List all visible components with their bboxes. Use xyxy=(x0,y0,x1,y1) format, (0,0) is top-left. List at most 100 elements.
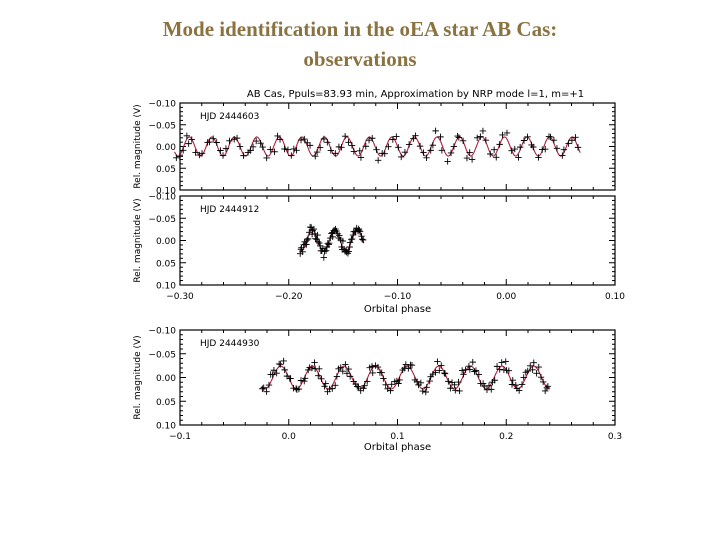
observation-point xyxy=(389,136,397,143)
x-tick-label: 0.10 xyxy=(605,292,625,302)
observation-point xyxy=(452,387,459,394)
observation-point xyxy=(378,369,385,376)
observation-point xyxy=(445,378,452,385)
observation-point xyxy=(325,239,333,247)
observation-point xyxy=(437,133,444,141)
observation-point xyxy=(396,376,403,384)
x-tick-label: −0.1 xyxy=(169,432,191,442)
observation-point xyxy=(398,153,405,161)
slide-title: Mode identification in the oEA star AB C… xyxy=(0,14,720,74)
x-tick-label: 0.0 xyxy=(282,432,297,442)
observation-point xyxy=(312,235,319,242)
hjd-annotation: HJD 2444912 xyxy=(200,205,259,215)
observation-point xyxy=(336,232,343,239)
observation-point xyxy=(198,150,206,157)
observation-point xyxy=(405,141,413,148)
observation-point xyxy=(318,375,325,383)
observation-point xyxy=(537,374,545,381)
observation-point xyxy=(518,381,526,388)
observation-point xyxy=(369,135,376,142)
observation-point xyxy=(458,367,466,374)
y-tick-label: 0.10 xyxy=(156,422,176,432)
observation-point xyxy=(281,366,288,374)
observation-point xyxy=(423,384,430,391)
observation-point xyxy=(422,388,429,396)
observation-point xyxy=(429,142,437,149)
observation-point xyxy=(496,141,503,148)
observation-point xyxy=(432,127,439,135)
y-tick-label: −0.05 xyxy=(148,215,176,225)
observation-point xyxy=(290,145,298,153)
observation-point xyxy=(308,364,316,372)
observation-point xyxy=(259,385,266,392)
observation-point xyxy=(306,142,314,149)
observation-point xyxy=(381,150,388,157)
observation-point xyxy=(487,150,494,158)
observation-point xyxy=(356,147,363,154)
observation-point xyxy=(321,248,328,255)
y-tick-label: 0.05 xyxy=(156,165,176,175)
observation-point xyxy=(493,363,501,370)
observation-point xyxy=(468,156,476,163)
observation-point xyxy=(280,357,287,365)
observation-point xyxy=(253,137,260,145)
observation-point xyxy=(412,132,419,139)
observation-point xyxy=(550,136,558,144)
observation-point xyxy=(405,365,412,372)
observation-point xyxy=(263,154,270,162)
observation-point xyxy=(312,153,319,160)
y-tick-label: 0.00 xyxy=(156,237,176,247)
observation-point xyxy=(297,377,305,384)
chart-title: AB Cas, Ppuls=83.93 min, Approximation b… xyxy=(247,89,584,100)
observation-point xyxy=(374,157,382,164)
observation-point xyxy=(361,382,368,389)
observation-point xyxy=(322,380,329,387)
y-tick-label: −0.05 xyxy=(148,121,176,131)
observation-point xyxy=(270,367,278,374)
observation-point xyxy=(511,145,518,153)
observation-point xyxy=(355,383,362,390)
observation-point xyxy=(559,152,566,159)
x-tick-label: 0.3 xyxy=(608,432,622,442)
observation-point xyxy=(544,383,552,390)
observation-point xyxy=(346,239,354,246)
observation-point xyxy=(329,385,336,392)
observation-point xyxy=(333,227,340,235)
observation-point xyxy=(226,137,233,144)
observation-point xyxy=(356,226,363,234)
observation-point xyxy=(356,228,364,235)
observation-point xyxy=(441,369,448,377)
observation-point xyxy=(568,137,576,144)
observation-point xyxy=(265,381,273,389)
observation-point xyxy=(509,376,516,384)
observation-point xyxy=(515,387,523,394)
observation-point xyxy=(382,381,389,389)
observation-point xyxy=(565,140,572,147)
y-axis-label: Rel. magnitude (V) xyxy=(133,104,143,188)
observation-point xyxy=(496,366,503,373)
y-tick-label: 0.05 xyxy=(156,398,176,408)
observation-point xyxy=(524,367,531,375)
observation-point xyxy=(432,369,439,376)
observation-point xyxy=(313,148,321,156)
observation-point xyxy=(293,147,300,154)
observation-point xyxy=(249,143,257,151)
observation-point xyxy=(499,131,506,139)
observation-point xyxy=(188,136,195,143)
observation-point xyxy=(339,367,346,375)
observation-point xyxy=(447,385,454,392)
observation-point xyxy=(357,154,365,161)
observation-point xyxy=(535,363,542,371)
observation-point xyxy=(413,378,421,385)
observation-point xyxy=(185,140,192,147)
observation-point xyxy=(374,363,382,371)
observation-point xyxy=(520,137,528,144)
observation-point xyxy=(547,133,554,141)
x-tick-label: 0.2 xyxy=(499,432,513,442)
observation-point xyxy=(450,143,458,150)
observation-point xyxy=(416,142,424,150)
observation-point xyxy=(271,148,278,155)
observation-point xyxy=(553,145,561,152)
observation-point xyxy=(343,370,351,377)
observation-point xyxy=(311,230,319,237)
